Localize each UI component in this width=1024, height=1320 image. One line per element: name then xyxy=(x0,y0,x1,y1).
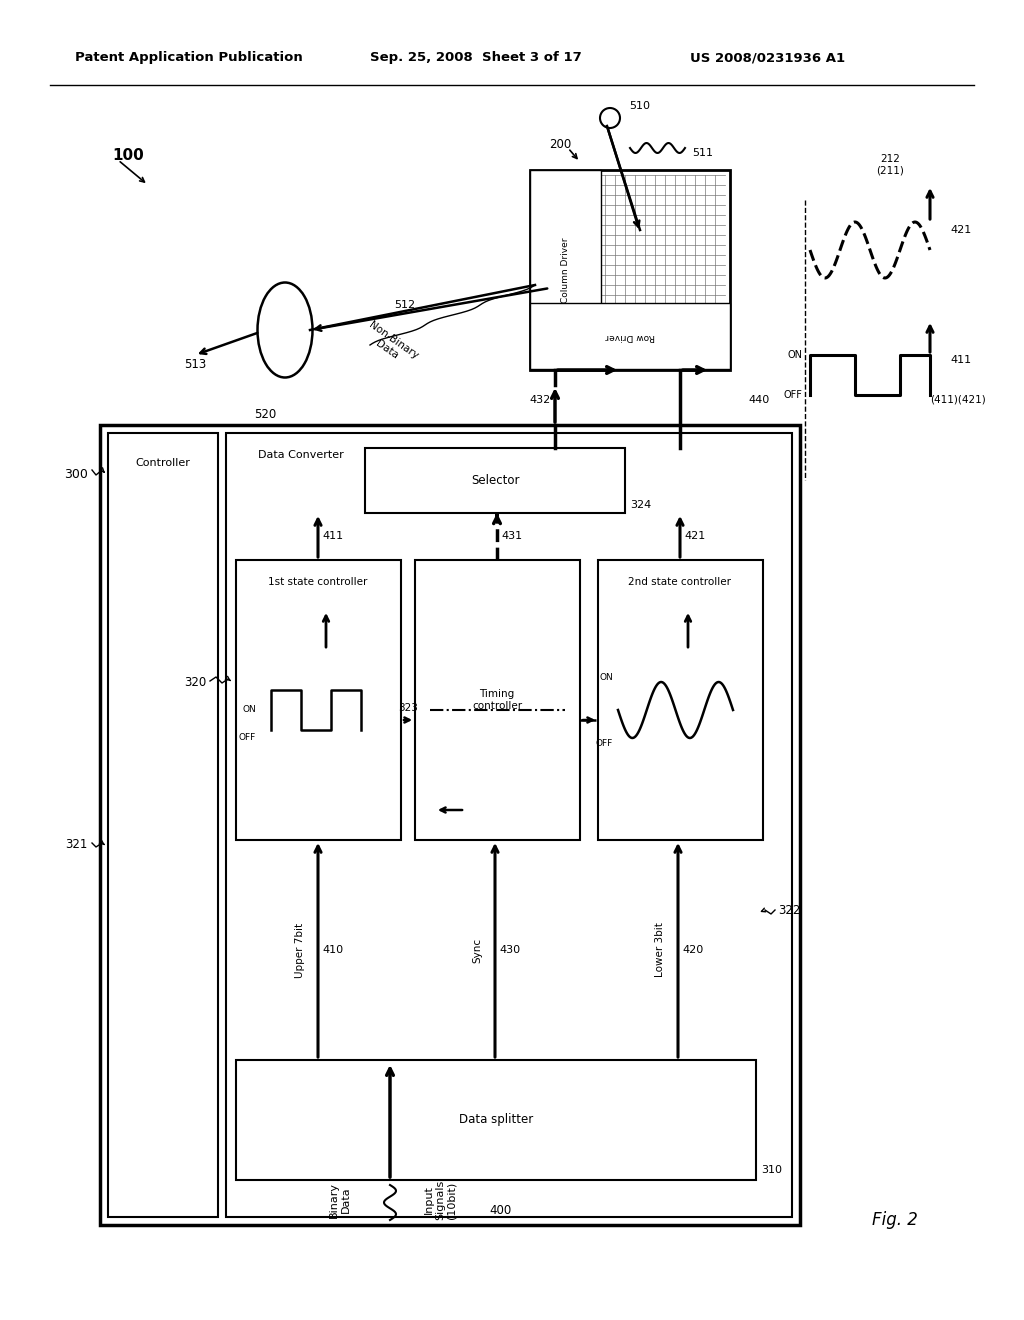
Text: US 2008/0231936 A1: US 2008/0231936 A1 xyxy=(690,51,845,65)
Bar xyxy=(108,433,218,1217)
Bar xyxy=(415,560,580,840)
Text: 510: 510 xyxy=(630,102,650,111)
Bar xyxy=(100,425,800,1225)
Text: Upper 7bit: Upper 7bit xyxy=(295,923,305,978)
Text: 411: 411 xyxy=(950,355,971,366)
Text: Controller: Controller xyxy=(135,458,190,469)
Text: 2nd state controller: 2nd state controller xyxy=(629,577,731,587)
Text: Patent Application Publication: Patent Application Publication xyxy=(75,51,303,65)
Text: 432: 432 xyxy=(529,395,551,405)
Text: 430: 430 xyxy=(500,945,520,954)
Text: 322: 322 xyxy=(778,903,801,916)
Text: 440: 440 xyxy=(749,395,770,405)
Text: Input
Signals
(10bit): Input Signals (10bit) xyxy=(423,1180,457,1220)
Text: OFF: OFF xyxy=(783,389,802,400)
Text: 323: 323 xyxy=(398,704,418,713)
Text: 421: 421 xyxy=(950,224,971,235)
Text: Timing
controller: Timing controller xyxy=(472,689,522,710)
Text: 410: 410 xyxy=(323,945,344,954)
Bar xyxy=(530,170,730,370)
Bar xyxy=(530,304,730,370)
Text: Data Converter: Data Converter xyxy=(258,450,344,459)
Text: Sep. 25, 2008  Sheet 3 of 17: Sep. 25, 2008 Sheet 3 of 17 xyxy=(370,51,582,65)
Text: Non-Binary
Data: Non-Binary Data xyxy=(360,319,420,371)
Text: 411: 411 xyxy=(323,531,344,541)
Text: 321: 321 xyxy=(66,838,88,851)
Text: 310: 310 xyxy=(761,1166,782,1175)
Text: (411)(421): (411)(421) xyxy=(930,395,986,405)
Text: 421: 421 xyxy=(684,531,706,541)
Text: 420: 420 xyxy=(682,945,703,954)
Text: 511: 511 xyxy=(692,148,714,158)
Text: 324: 324 xyxy=(630,500,651,510)
Text: 100: 100 xyxy=(112,148,143,162)
Text: OFF: OFF xyxy=(239,734,256,742)
Bar xyxy=(530,170,601,370)
Text: ON: ON xyxy=(243,705,256,714)
Bar xyxy=(236,1060,756,1180)
Bar xyxy=(598,560,763,840)
Text: Data splitter: Data splitter xyxy=(459,1114,534,1126)
Text: Column Driver: Column Driver xyxy=(560,238,569,302)
Text: 200: 200 xyxy=(549,139,571,152)
Text: 512: 512 xyxy=(394,300,416,310)
Text: 520: 520 xyxy=(254,408,276,421)
Text: 320: 320 xyxy=(183,676,206,689)
Text: 1st state controller: 1st state controller xyxy=(268,577,368,587)
Bar xyxy=(236,560,401,840)
Text: Row Driver: Row Driver xyxy=(605,331,654,341)
Text: 513: 513 xyxy=(184,359,206,371)
Bar xyxy=(365,447,625,513)
Text: Sync: Sync xyxy=(472,937,482,962)
Text: ON: ON xyxy=(599,672,613,681)
Text: 431: 431 xyxy=(502,531,522,541)
Text: OFF: OFF xyxy=(596,738,613,747)
Text: Fig. 2: Fig. 2 xyxy=(872,1210,918,1229)
Text: ON: ON xyxy=(787,350,802,360)
Text: Lower 3bit: Lower 3bit xyxy=(655,923,665,977)
Bar xyxy=(226,433,792,1217)
Text: Selector: Selector xyxy=(471,474,519,487)
Text: 212
(211): 212 (211) xyxy=(877,154,904,176)
Text: 300: 300 xyxy=(65,469,88,482)
Text: 400: 400 xyxy=(488,1204,511,1217)
Text: Binary
Data: Binary Data xyxy=(329,1181,351,1218)
